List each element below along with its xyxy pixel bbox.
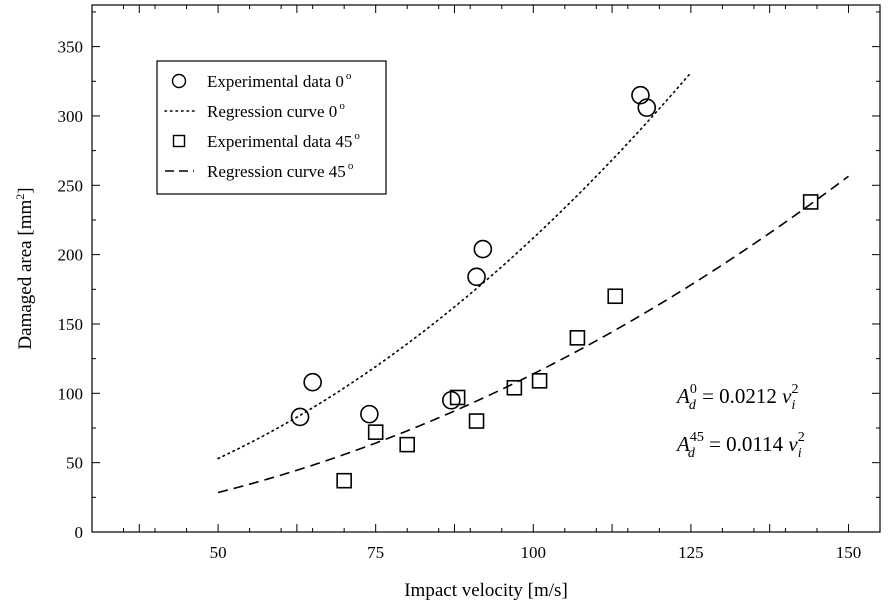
equation-part: = 0.0114: [704, 432, 789, 456]
data-point-0deg: [360, 404, 379, 424]
x-tick-label: 75: [367, 543, 384, 562]
axis-ticks: 50 75 100 125 150 0 50 100 150 200 250 300 350: [58, 5, 880, 562]
x-tick-label: 150: [836, 543, 862, 562]
data-point-0deg: [303, 372, 322, 392]
y-axis-label-end: ]: [15, 187, 36, 193]
legend-label-degree: o: [354, 130, 360, 142]
y-axis-label-main: Damaged area [mm: [15, 200, 36, 350]
data-point-45deg: [399, 436, 416, 453]
legend-label-degree: o: [346, 70, 352, 82]
equation-part: d: [688, 446, 696, 461]
data-point-45deg: [569, 330, 586, 346]
legend-label-text: Regression curve 0: [207, 102, 337, 121]
equation-part: i: [792, 398, 796, 413]
regression-equation: A45 d = 0.0114 v2 i: [675, 430, 805, 461]
plot-axes: [91, 4, 881, 533]
data-point-45deg: [607, 288, 624, 305]
data-point-0deg: [637, 98, 657, 117]
legend-box: [156, 60, 387, 195]
equation-part: d: [689, 398, 697, 413]
y-tick-label: 50: [66, 454, 83, 473]
data-point-0deg: [467, 267, 486, 287]
equation-part: = 0.0212: [697, 384, 782, 408]
equation-part: A: [675, 384, 690, 408]
data-point-45deg: [449, 389, 466, 406]
equation-part: 2: [792, 382, 799, 397]
equation-part: 2: [798, 430, 805, 445]
x-axis-label: Impact velocity [m/s]: [404, 580, 568, 601]
data-point-45deg: [336, 472, 352, 489]
data-point-45deg: [802, 194, 819, 210]
data-point-45deg: [531, 373, 548, 389]
legend-label: Regression curve 45 o: [207, 160, 354, 181]
x-tick-label: 100: [521, 543, 547, 562]
y-tick-label: 0: [75, 523, 84, 542]
legend-label-text: Experimental data 0: [207, 72, 344, 91]
equation-part: 0: [690, 382, 697, 397]
data-point-0deg: [290, 407, 310, 427]
x-tick-label: 125: [678, 543, 704, 562]
data-points: [290, 85, 819, 489]
data-point-0deg: [631, 85, 650, 105]
data-point-45deg: [468, 413, 485, 429]
y-tick-label: 100: [58, 384, 84, 403]
regression-curve-0deg: [217, 71, 692, 460]
equation-part: v: [788, 432, 798, 456]
y-tick-label: 200: [58, 246, 84, 265]
equation-part: i: [798, 446, 802, 461]
y-tick-label: 300: [58, 107, 84, 126]
legend-label-degree: o: [339, 100, 345, 112]
legend-marker-circle: [171, 73, 187, 89]
equation-part: v: [782, 384, 792, 408]
data-point-45deg: [506, 379, 523, 396]
legend-label-text: Regression curve 45: [207, 162, 346, 181]
plot-frame: [91, 4, 881, 533]
y-tick-label: 250: [58, 176, 84, 195]
data-point-45deg: [367, 424, 384, 440]
y-axis-label-superscript: 2: [13, 194, 27, 200]
legend-marker-square: [172, 134, 186, 148]
legend-label: Experimental data 45 o: [207, 130, 360, 151]
data-point-0deg: [473, 239, 493, 259]
x-tick-label: 50: [210, 543, 227, 562]
y-axis-label: Damaged area [mm2]: [13, 187, 36, 349]
equation-part: A: [675, 432, 690, 456]
legend-label-degree: o: [348, 160, 354, 172]
y-tick-label: 350: [58, 38, 84, 57]
y-tick-label: 150: [58, 315, 84, 334]
equation-part: 45: [690, 430, 704, 445]
regression-equation: A0 d = 0.0212 v2 i: [675, 382, 799, 413]
legend-label-text: Experimental data 45: [207, 132, 352, 151]
